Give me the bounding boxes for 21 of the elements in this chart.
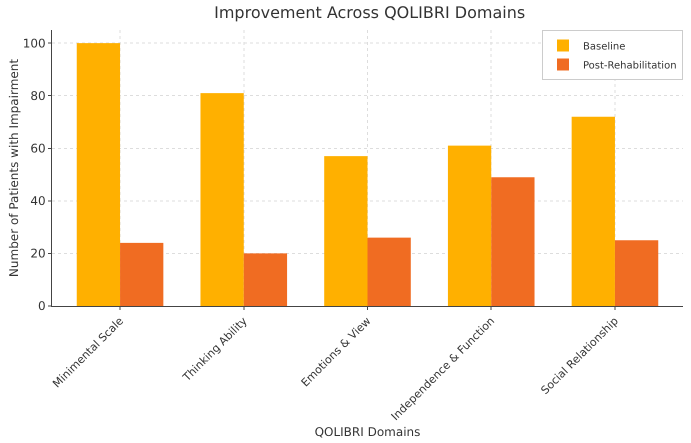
y-tick-label: 100 xyxy=(22,36,46,50)
bar xyxy=(491,177,535,306)
y-tick-label: 60 xyxy=(30,141,46,156)
y-tick-label: 0 xyxy=(38,299,46,314)
bar xyxy=(200,93,244,306)
y-axis-title: Number of Patients with Impairment xyxy=(7,58,21,278)
bar xyxy=(572,116,615,306)
bar xyxy=(76,43,120,306)
x-axis-title: QOLIBRI Domains xyxy=(314,425,420,440)
bar xyxy=(614,240,658,306)
legend-label: Baseline xyxy=(583,41,626,52)
y-tick-label: 40 xyxy=(30,194,46,208)
bar xyxy=(324,156,368,306)
bar xyxy=(368,238,411,306)
y-tick-label: 20 xyxy=(30,246,46,261)
chart-title: Improvement Across QOLIBRI Domains xyxy=(214,2,526,22)
y-tick-label: 80 xyxy=(30,88,46,103)
bar xyxy=(448,146,492,306)
bar xyxy=(244,253,288,306)
bar xyxy=(120,242,164,306)
legend-label: Post-Rehabilitation xyxy=(583,60,677,72)
